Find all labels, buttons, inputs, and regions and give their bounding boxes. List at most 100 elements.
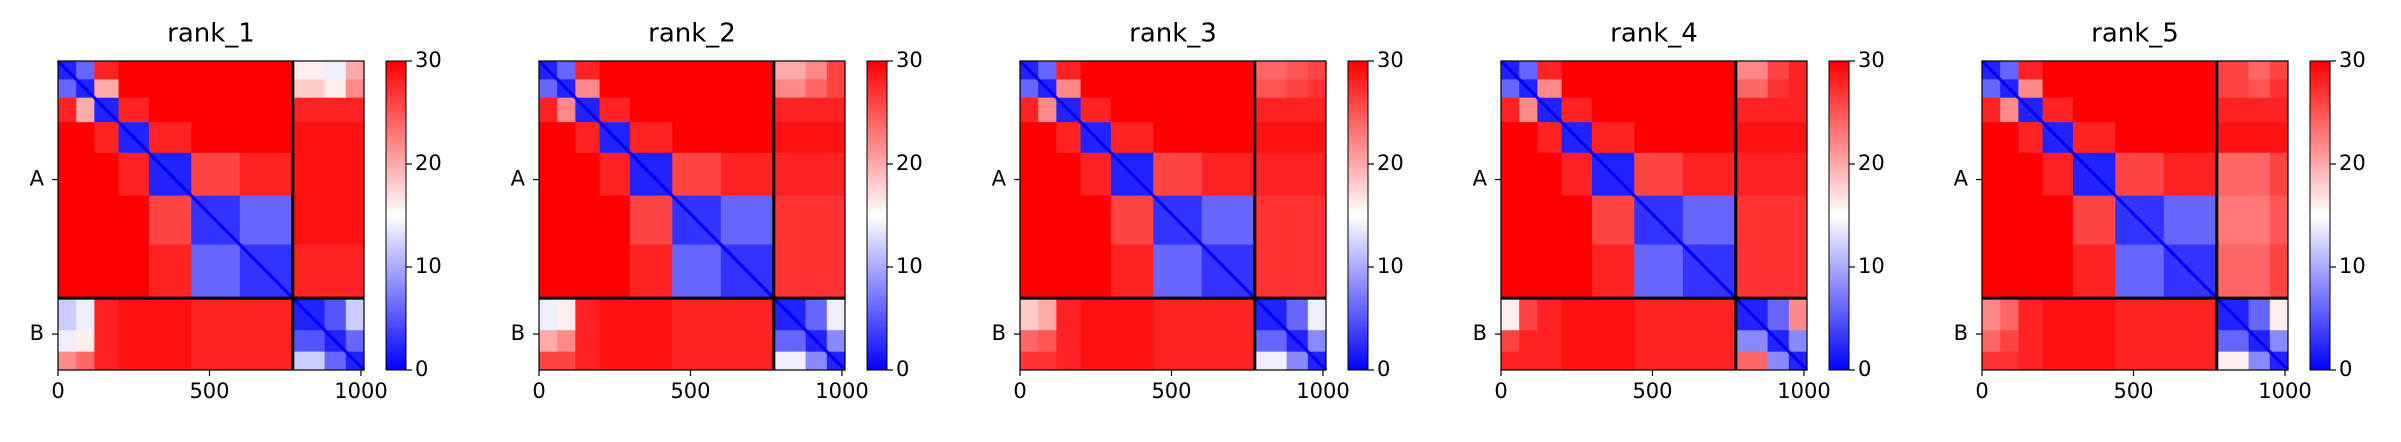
heat-cell: [58, 122, 77, 154]
heat-cell: [118, 97, 150, 123]
plot-frame: [57, 60, 365, 371]
heat-cell: [557, 61, 576, 80]
heat-cell: [1201, 79, 1256, 99]
heat-cell: [2115, 351, 2165, 371]
heat-cell: [1788, 152, 1808, 197]
heat-cell: [1519, 195, 1538, 246]
colorbar-tick-label: 30: [1858, 48, 1885, 72]
heat-cell: [1038, 351, 1057, 371]
heat-cell: [118, 351, 150, 371]
heat-cell: [1982, 122, 2001, 154]
heat-cell: [826, 122, 846, 154]
heat-cell: [345, 195, 365, 246]
x-tick-label: 1000: [1777, 379, 1830, 403]
heat-cell: [1634, 152, 1684, 197]
y-tick-label: B: [30, 321, 44, 345]
heat-cell: [2000, 351, 2019, 371]
heat-cell: [1080, 195, 1112, 246]
heat-cell: [1056, 152, 1082, 197]
heat-cell: [292, 79, 326, 99]
heat-cell: [1788, 97, 1808, 123]
heat-cell: [118, 79, 150, 99]
heat-cell: [773, 61, 807, 80]
heat-cell: [94, 79, 120, 99]
heat-cell: [539, 195, 558, 246]
heat-cell: [826, 330, 846, 353]
heat-cell: [58, 79, 77, 99]
heat-cell: [2163, 152, 2218, 197]
heat-cell: [1561, 61, 1593, 80]
heat-cell: [805, 97, 828, 123]
heat-cell: [2115, 61, 2165, 80]
plot-frame: [1981, 60, 2289, 371]
heat-cell: [118, 298, 150, 331]
heat-cell: [1080, 61, 1112, 80]
heat-cell: [1056, 298, 1082, 331]
heat-cell: [2248, 97, 2271, 123]
panel-title: rank_4: [1610, 19, 1698, 49]
heat-cell: [191, 152, 241, 197]
colorbar-tick-label: 30: [415, 48, 442, 72]
x-tick-label: 1000: [1296, 379, 1349, 403]
heat-cell: [1501, 79, 1520, 99]
heat-cell: [1561, 244, 1593, 299]
heat-cell: [2269, 97, 2289, 123]
heat-cell: [2115, 330, 2165, 353]
heat-cell: [773, 152, 807, 197]
heat-cell: [1056, 195, 1082, 246]
heat-cell: [1501, 195, 1520, 246]
heat-cell: [1153, 351, 1203, 371]
heat-cell: [2248, 61, 2271, 80]
heat-cell: [2018, 61, 2044, 80]
colorbar-tick-label: 30: [2339, 48, 2366, 72]
heat-cell: [557, 195, 576, 246]
heat-cell: [1286, 122, 1309, 154]
heat-cell: [575, 330, 601, 353]
heat-cell: [1286, 61, 1309, 80]
heat-cell: [1682, 330, 1737, 353]
heat-cell: [118, 330, 150, 353]
colorbar-tick-label: 30: [1377, 48, 1404, 72]
heat-cell: [599, 61, 631, 80]
heat-cell: [539, 79, 558, 99]
colorbar-tick-label: 10: [415, 254, 442, 278]
heat-cell: [2216, 330, 2250, 353]
heat-cell: [1038, 61, 1057, 80]
heat-cell: [324, 195, 347, 246]
heat-cell: [1038, 152, 1057, 197]
heat-cell: [1307, 79, 1327, 99]
heat-cell: [76, 244, 95, 299]
heat-cell: [2042, 298, 2074, 331]
heat-cell: [1153, 122, 1203, 154]
heat-cell: [1537, 79, 1563, 99]
heat-cell: [1254, 122, 1288, 154]
heat-cell: [1020, 244, 1039, 299]
heat-cell: [292, 97, 326, 123]
heat-cell: [1767, 152, 1790, 197]
heat-cell: [1286, 195, 1309, 246]
heat-cell: [76, 122, 95, 154]
heat-cell: [76, 97, 95, 123]
heat-cell: [58, 195, 77, 246]
colorbar-tick-label: 10: [2339, 254, 2366, 278]
colorbar: [385, 60, 407, 371]
heat-cell: [1286, 244, 1309, 299]
plot-frame: [538, 60, 846, 371]
y-tick-label: A: [511, 167, 526, 191]
heat-cell: [1307, 152, 1327, 197]
heat-cell: [1537, 351, 1563, 371]
heat-cell: [1254, 244, 1288, 299]
colorbar: [1347, 60, 1369, 371]
diagonal: [1980, 59, 2290, 372]
heat-cell: [1561, 97, 1593, 123]
colorbar-tick-label: 20: [2339, 151, 2366, 175]
heat-cell: [1307, 244, 1327, 299]
heat-cell: [2042, 152, 2074, 197]
heat-cell: [191, 244, 241, 299]
heat-cell: [2216, 79, 2250, 99]
heat-cell: [324, 152, 347, 197]
heat-cell: [1501, 122, 1520, 154]
heat-cell: [1767, 195, 1790, 246]
heat-cell: [629, 97, 673, 123]
heat-cell: [239, 195, 294, 246]
